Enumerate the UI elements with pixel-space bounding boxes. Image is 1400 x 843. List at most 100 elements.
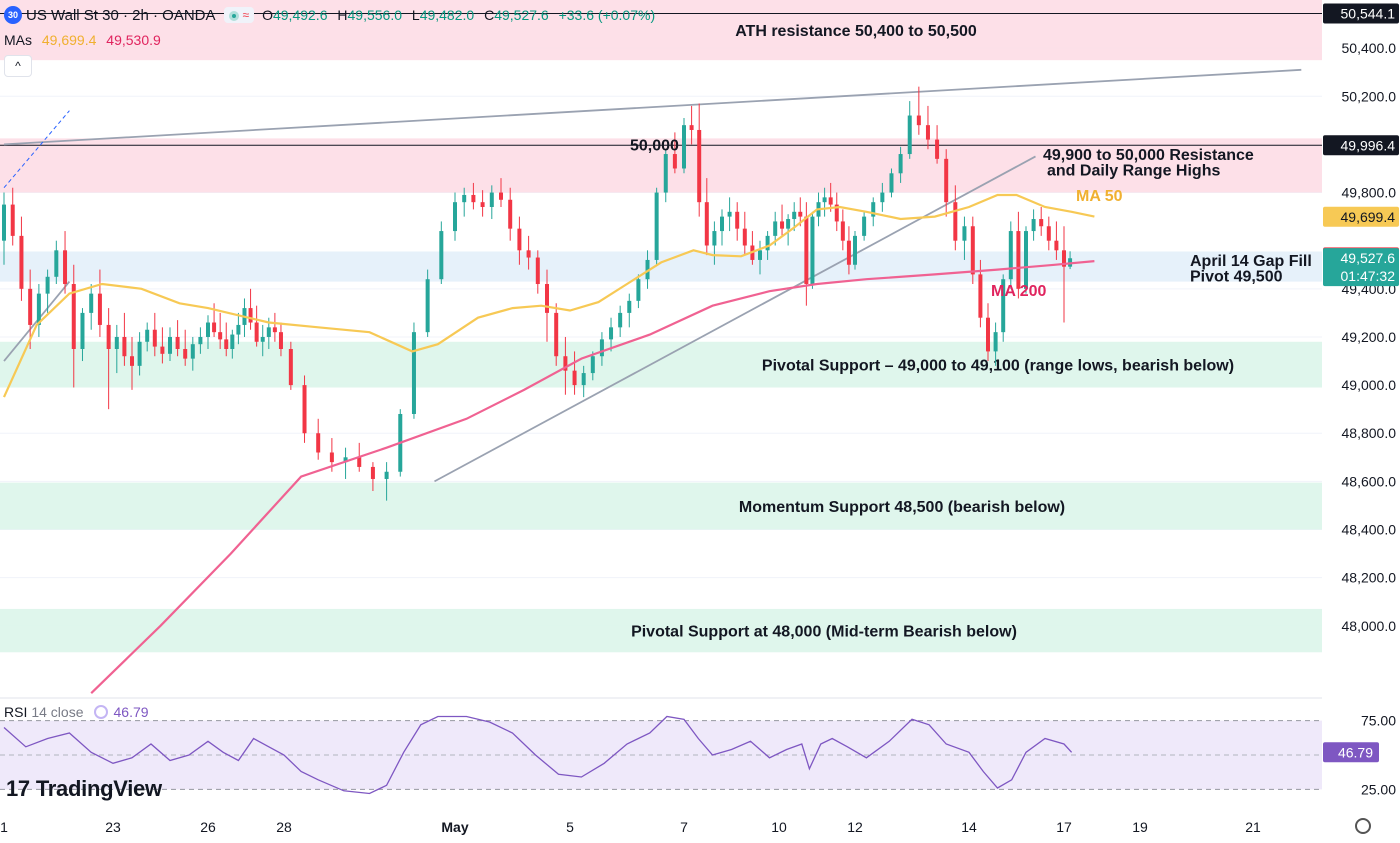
price-tick-label: 48,400.0: [1342, 522, 1397, 538]
time-tick-label: 12: [847, 819, 863, 835]
candle-body: [993, 332, 998, 352]
zone-resistance: [0, 0, 1322, 61]
candle-body: [535, 257, 540, 285]
candle-body: [71, 284, 76, 349]
time-tick-label: 10: [771, 819, 787, 835]
price-badge-text: 49,699.4: [1341, 209, 1396, 225]
price-tick-label: 48,800.0: [1342, 425, 1397, 441]
price-tick-label: 49,000.0: [1342, 377, 1397, 393]
candle-body: [804, 216, 809, 285]
price-axis[interactable]: 50,400.050,200.049,800.049,400.049,200.0…: [1322, 0, 1400, 843]
candle-body: [554, 312, 559, 357]
candle-body: [97, 293, 102, 325]
ma-legend[interactable]: MAs 49,699.4 49,530.9: [4, 32, 161, 48]
rsi-legend[interactable]: RSI 14 close 46.79: [4, 704, 149, 720]
candle-body: [370, 466, 375, 479]
candle-body: [114, 336, 119, 349]
time-tick-label: 1: [0, 819, 8, 835]
symbol-title[interactable]: US Wall St 30 · 2h · OANDA: [26, 6, 216, 24]
candle-body: [489, 192, 494, 207]
candle-body: [471, 194, 476, 203]
candle-body: [880, 192, 885, 203]
price-badge-text: 49,996.4: [1341, 137, 1396, 153]
candle-body: [986, 317, 990, 352]
candle-body: [840, 221, 845, 241]
candle-body: [889, 173, 894, 193]
candle-body: [935, 139, 940, 159]
status-pill[interactable]: ≈: [223, 7, 255, 23]
close-value: 49,527.6: [494, 7, 549, 23]
candle-body: [80, 312, 85, 349]
candle-body: [581, 373, 586, 386]
candle-body: [898, 154, 903, 174]
candle-body: [1008, 231, 1013, 280]
candle-body: [720, 216, 724, 232]
candle-body: [206, 322, 210, 337]
candle-body: [2, 204, 6, 241]
candle-body: [316, 433, 321, 453]
rsi-pane[interactable]: 75.00 25.00 46.79: [0, 713, 1396, 798]
candle-body: [672, 154, 677, 169]
tradingview-logo[interactable]: 17 TradingView: [6, 776, 162, 802]
rsi-value-text: 46.79: [1338, 744, 1373, 760]
time-tick-label: 7: [680, 819, 688, 835]
candle-body: [727, 211, 732, 217]
moving-averages: [2, 193, 1095, 694]
rsi-tick-label: 75.00: [1361, 713, 1396, 729]
candle-body: [248, 308, 253, 323]
logo-text: TradingView: [35, 776, 162, 801]
candle-body: [1031, 219, 1036, 232]
candle-body: [689, 125, 694, 130]
candle-body: [735, 211, 740, 229]
rsi-settings-icon[interactable]: [93, 705, 108, 719]
time-tick-label: 19: [1132, 819, 1148, 835]
candle-body: [175, 336, 180, 349]
price-zones: ATH resistance 50,400 to 50,500 Pivotal S…: [0, 0, 1322, 653]
candle-body: [1016, 231, 1021, 289]
candle-body: [645, 259, 650, 280]
symbol-logo-icon[interactable]: 30: [4, 6, 22, 24]
rsi-value-badge: [1323, 742, 1379, 763]
candle-body: [545, 284, 549, 313]
candle-body: [63, 250, 68, 285]
candle-body: [288, 349, 293, 386]
open-value: 49,492.6: [272, 7, 328, 23]
candle-body: [183, 349, 188, 359]
candlesticks: [2, 86, 1073, 501]
price-badge: [1323, 206, 1399, 227]
candle-body: [663, 154, 668, 193]
candle-body: [425, 279, 430, 333]
wave-icon: ≈: [242, 8, 250, 22]
zone-label: Pivotal Support – 49,000 to 49,100 (rang…: [762, 358, 1234, 375]
candle-body: [712, 231, 717, 246]
ma50-line: [2, 193, 1095, 398]
candle-body: [137, 341, 142, 366]
countdown-text: 01:47:32: [1341, 268, 1396, 284]
gear-icon[interactable]: [1355, 818, 1371, 834]
candle-body: [822, 197, 827, 203]
last-price-text: 49,527.6: [1341, 250, 1396, 266]
annotation-label: MA 50: [1076, 188, 1123, 205]
candle-body: [846, 240, 851, 265]
candle-body: [145, 329, 150, 342]
chevron-up-icon[interactable]: ^: [4, 55, 32, 77]
candle-body: [357, 457, 362, 467]
candle-body: [925, 125, 930, 140]
candle-body: [682, 125, 686, 169]
zone-resistance: [0, 138, 1322, 193]
rsi-legend-value: 46.79: [113, 704, 149, 720]
candle-body: [230, 334, 235, 349]
time-tick-label: 28: [276, 819, 292, 835]
time-tick-label: 23: [105, 819, 121, 835]
annotation-label: 49,900 to 50,000 Resistance: [1043, 147, 1254, 164]
candle-body: [106, 324, 111, 349]
candle-body: [907, 115, 912, 155]
candle-body: [302, 385, 307, 434]
candle-body: [609, 327, 614, 340]
time-axis[interactable]: 1 23 26 28 May 5 7 10 12 14 17 19 21: [0, 819, 1261, 835]
zone-support: [0, 608, 1322, 653]
high-value: 49,556.0: [347, 7, 403, 23]
candle-body: [453, 202, 457, 232]
candle-body: [526, 250, 531, 258]
